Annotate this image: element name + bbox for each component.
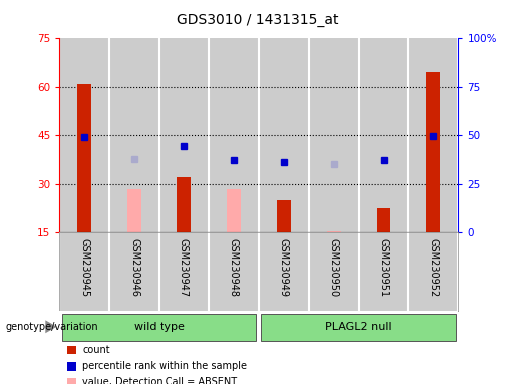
Text: GSM230951: GSM230951 [379, 238, 388, 297]
Text: value, Detection Call = ABSENT: value, Detection Call = ABSENT [82, 377, 237, 384]
Text: count: count [82, 345, 110, 355]
Text: GDS3010 / 1431315_at: GDS3010 / 1431315_at [177, 13, 338, 27]
FancyBboxPatch shape [261, 314, 456, 341]
Text: wild type: wild type [133, 322, 184, 333]
Bar [277, 200, 290, 232]
Text: GSM230947: GSM230947 [179, 238, 189, 297]
Polygon shape [45, 320, 57, 333]
Text: GSM230946: GSM230946 [129, 238, 139, 297]
Text: GSM230949: GSM230949 [279, 238, 289, 297]
Bar [159, 38, 209, 232]
Bar [77, 84, 91, 232]
Text: genotype/variation: genotype/variation [5, 322, 98, 332]
Text: GSM230945: GSM230945 [79, 238, 89, 297]
Bar [209, 38, 259, 232]
Bar [59, 38, 109, 232]
Bar [259, 38, 308, 232]
Bar [376, 208, 390, 232]
Bar [426, 72, 440, 232]
FancyBboxPatch shape [62, 314, 256, 341]
Bar [308, 38, 358, 232]
Bar [358, 38, 408, 232]
Bar [177, 177, 191, 232]
Text: GSM230948: GSM230948 [229, 238, 239, 297]
Bar [327, 231, 340, 232]
Text: GSM230950: GSM230950 [329, 238, 339, 297]
Bar [109, 38, 159, 232]
Text: PLAGL2 null: PLAGL2 null [325, 322, 392, 333]
Bar [227, 189, 241, 232]
Text: GSM230952: GSM230952 [428, 238, 438, 297]
Bar [127, 189, 141, 232]
Text: percentile rank within the sample: percentile rank within the sample [82, 361, 247, 371]
Bar [408, 38, 458, 232]
